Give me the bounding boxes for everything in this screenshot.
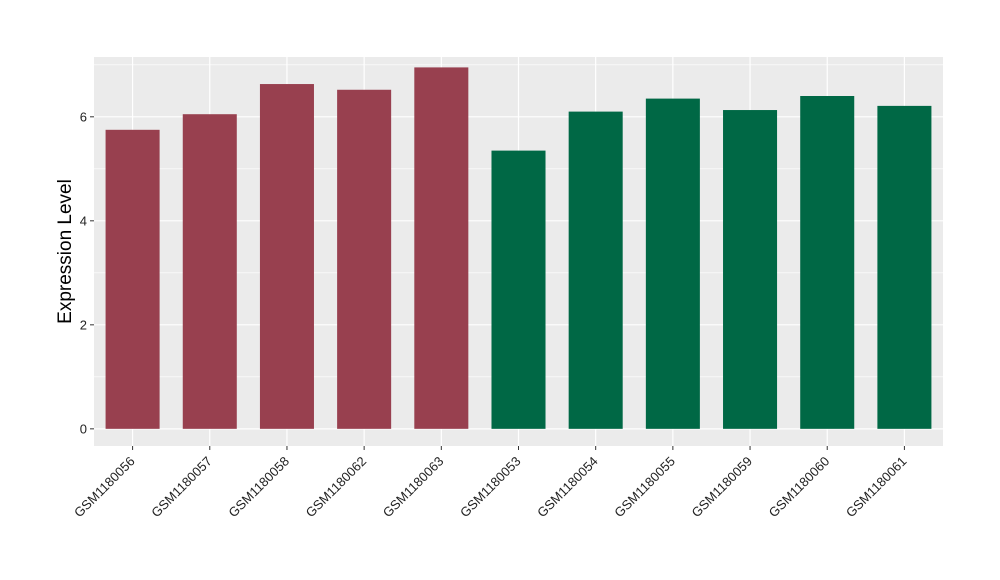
bar — [105, 129, 160, 429]
x-tick-label: GSM1180058 — [225, 454, 292, 521]
bar — [414, 67, 469, 429]
bar — [259, 84, 314, 429]
bar — [337, 89, 392, 429]
x-tick-label: GSM1180056 — [71, 454, 138, 521]
y-axis: 0 2 4 6 — [80, 109, 94, 436]
bar — [800, 96, 855, 429]
x-tick-label: GSM1180053 — [457, 454, 524, 521]
x-tick-label: GSM1180062 — [303, 454, 370, 521]
bar — [491, 150, 546, 429]
x-tick-label: GSM1180060 — [766, 454, 833, 521]
bar — [568, 111, 623, 429]
y-tick-label: 6 — [80, 109, 87, 124]
x-tick-label: GSM1180055 — [611, 454, 678, 521]
x-tick-label: GSM1180057 — [148, 454, 215, 521]
x-tick-label: GSM1180054 — [534, 454, 601, 521]
bar — [723, 110, 778, 429]
y-tick-label: 2 — [80, 317, 87, 332]
y-axis-title: Expression Level — [55, 179, 76, 324]
bars — [105, 67, 932, 429]
y-tick-label: 0 — [80, 421, 87, 436]
x-tick-label: GSM1180061 — [843, 454, 910, 521]
x-tick-label: GSM1180059 — [689, 454, 756, 521]
bar — [182, 114, 237, 429]
bar — [645, 98, 700, 429]
x-tick-label: GSM1180063 — [380, 454, 447, 521]
y-tick-label: 4 — [80, 213, 87, 228]
bar — [877, 105, 932, 429]
x-axis: GSM1180056 GSM1180057 GSM1180058 GSM1180062… — [71, 446, 910, 521]
